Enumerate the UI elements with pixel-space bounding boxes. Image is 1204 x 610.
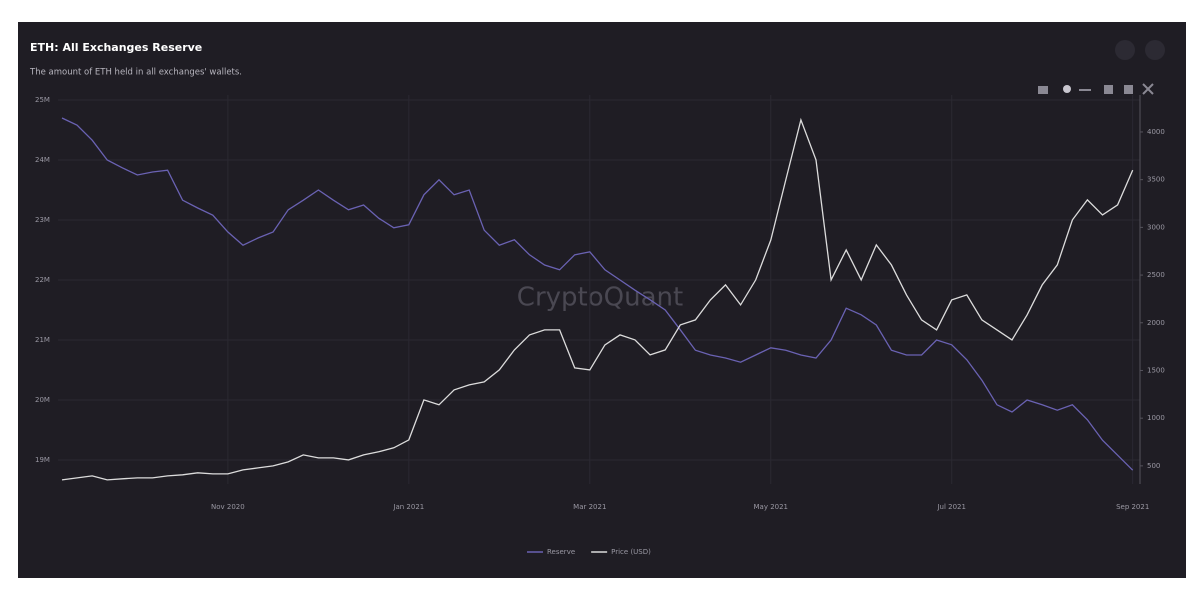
y2-tick-label: 2000: [1147, 319, 1165, 327]
x-tick-label: Jan 2021: [392, 503, 424, 511]
zoom-icon[interactable]: [1063, 85, 1071, 93]
chart-subtitle: The amount of ETH held in all exchanges'…: [29, 68, 242, 78]
watermark: CryptoQuant: [517, 283, 683, 313]
y2-tick-label: 2500: [1147, 271, 1165, 279]
camera-icon[interactable]: [1038, 86, 1048, 94]
y-tick-label: 21M: [35, 336, 50, 344]
chart-title: ETH: All Exchanges Reserve: [30, 41, 202, 54]
y-tick-label: 23M: [35, 216, 50, 224]
y2-tick-label: 1000: [1147, 414, 1165, 422]
y2-tick-label: 3000: [1147, 223, 1165, 231]
legend-label: Reserve: [547, 548, 575, 556]
x-tick-label: May 2021: [754, 503, 789, 511]
x-tick-label: Mar 2021: [573, 503, 606, 511]
pan-icon[interactable]: [1079, 89, 1091, 91]
x-tick-label: Jul 2021: [936, 503, 966, 511]
y-tick-label: 20M: [35, 396, 50, 404]
reset-icon[interactable]: [1142, 83, 1154, 95]
y2-tick-label: 1500: [1147, 366, 1165, 374]
legend-label: Price (USD): [611, 548, 651, 556]
zoom-in-icon[interactable]: [1104, 85, 1113, 94]
y2-tick-label: 3500: [1147, 176, 1165, 184]
line-1: [61, 117, 1134, 481]
favorite-button[interactable]: [1115, 40, 1135, 60]
y2-tick-label: 4000: [1147, 128, 1165, 136]
y-tick-label: 19M: [35, 456, 50, 464]
panel: [18, 22, 1186, 578]
y-tick-label: 22M: [35, 276, 50, 284]
alert-button[interactable]: [1145, 40, 1165, 60]
line-0: [61, 117, 1134, 471]
y-tick-label: 25M: [35, 96, 50, 104]
zoom-out-icon[interactable]: [1124, 85, 1133, 94]
x-tick-label: Nov 2020: [211, 503, 245, 511]
y2-tick-label: 500: [1147, 462, 1160, 470]
x-tick-label: Sep 2021: [1116, 503, 1149, 511]
y-tick-label: 24M: [35, 156, 50, 164]
header-buttons: [1038, 40, 1165, 95]
